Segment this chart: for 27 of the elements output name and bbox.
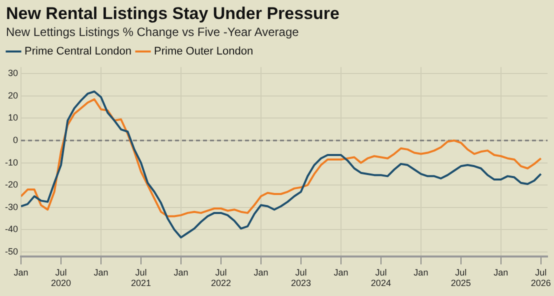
x-tick-label: Jan (94, 267, 108, 278)
x-tick-label: Jan (174, 267, 188, 278)
x-tick-label: Jul 2021 (130, 267, 151, 288)
y-tick-label: -20 (4, 180, 18, 190)
x-tick-label: Jul 2023 (290, 267, 311, 288)
legend-label: Prime Outer London (154, 46, 254, 58)
y-tick-label: 10 (8, 112, 18, 123)
y-tick-label: -10 (4, 157, 18, 168)
x-tick-label: Jul 2026 (530, 267, 551, 288)
legend-label: Prime Central London (24, 46, 132, 58)
chart-title: New Rental Listings Stay Under Pressure (6, 4, 340, 24)
x-tick-label: Jul 2022 (210, 267, 231, 288)
y-tick-label: -40 (4, 224, 18, 234)
x-tick-label: Jan (334, 267, 348, 278)
x-tick-label: Jul 2020 (50, 267, 72, 288)
y-tick-label: -30 (4, 202, 18, 212)
x-tick-label: Jul 2025 (450, 267, 471, 288)
x-tick-label: Jan (494, 267, 508, 278)
y-tick-label: 20 (8, 90, 18, 100)
y-tick-label: 30 (8, 68, 18, 78)
x-tick-label: Jan (254, 267, 268, 278)
x-tick-label: Jan (414, 267, 428, 278)
chart-subtitle: New Lettings Listings % Change vs Five -Year Average (6, 25, 299, 39)
x-tick-label: Jan (14, 267, 28, 278)
x-tick-label: Jul 2024 (370, 267, 391, 288)
y-tick-label: -50 (4, 246, 18, 256)
y-tick-label: 0 (12, 135, 18, 146)
